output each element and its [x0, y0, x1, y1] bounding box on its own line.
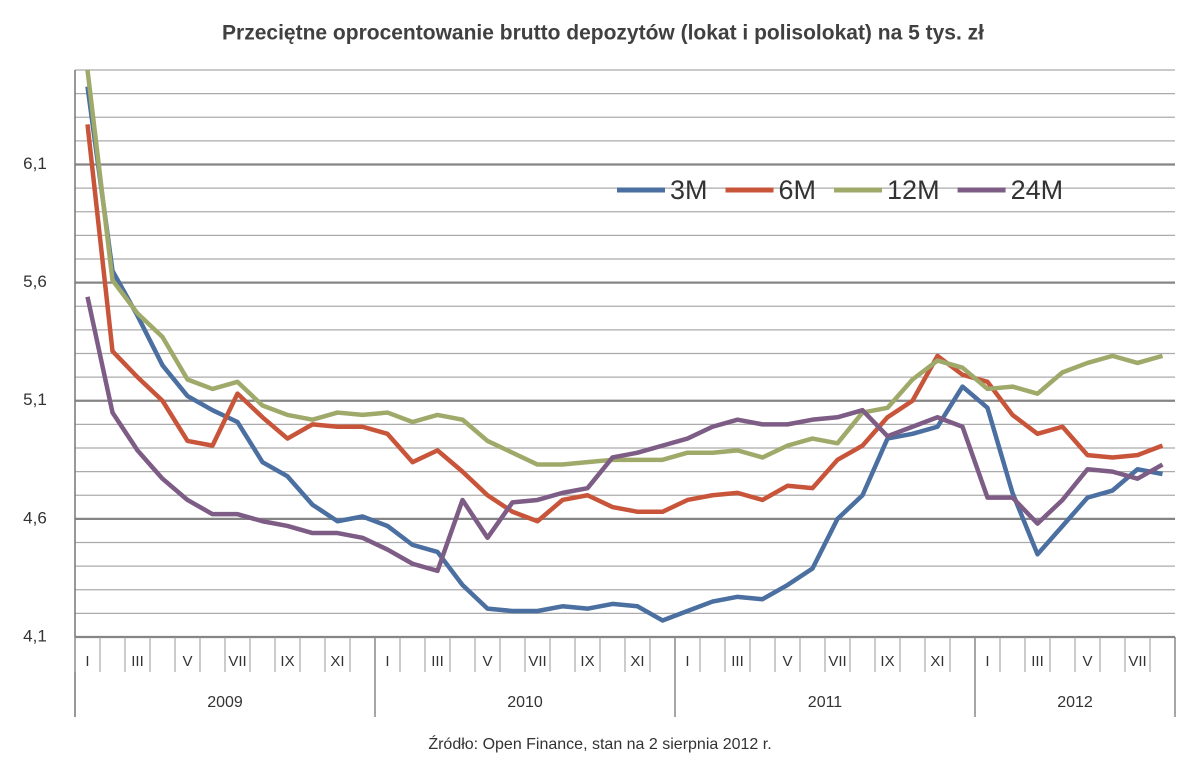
x-tick-label: III — [131, 653, 144, 670]
x-tick-label: III — [431, 653, 444, 670]
x-tick-label: I — [385, 653, 389, 670]
x-tick-label: VII — [1128, 653, 1146, 670]
y-tick-label: 5,6 — [23, 272, 47, 291]
x-tick-label: III — [1031, 653, 1044, 670]
x-tick-label: V — [782, 653, 792, 670]
x-tick-label: IX — [880, 653, 894, 670]
x-tick-label: XI — [930, 653, 944, 670]
x-tick-label: VII — [528, 653, 546, 670]
x-tick-label: III — [731, 653, 744, 670]
legend-label: 3M — [670, 175, 708, 205]
x-tick-label: XI — [630, 653, 644, 670]
x-tick-label: V — [1082, 653, 1092, 670]
x-tick-label: XI — [330, 653, 344, 670]
x-tick-label: V — [482, 653, 492, 670]
source-note: Źródło: Open Finance, stan na 2 sierpnia… — [428, 734, 771, 753]
x-tick-label: I — [685, 653, 689, 670]
legend-label: 12M — [887, 175, 940, 205]
x-tick-label: IX — [280, 653, 294, 670]
year-label: 2011 — [808, 694, 843, 711]
legend-label: 6M — [779, 175, 817, 205]
series-line — [85, 86, 1163, 623]
y-tick-label: 6,1 — [23, 154, 47, 173]
x-tick-label: I — [85, 653, 89, 670]
series-line — [85, 296, 1164, 574]
series-line — [85, 124, 1164, 524]
x-tick-label: I — [985, 653, 989, 670]
x-tick-label: VII — [828, 653, 846, 670]
series-line — [85, 69, 1164, 467]
chart-title: Przeciętne oprocentowanie brutto depozyt… — [222, 22, 984, 45]
legend-label: 24M — [1011, 175, 1064, 205]
year-label: 2010 — [507, 694, 543, 711]
y-tick-label: 4,6 — [23, 508, 47, 527]
year-label: 2012 — [1057, 694, 1093, 711]
x-tick-label: IX — [580, 653, 594, 670]
y-tick-label: 5,1 — [23, 390, 47, 409]
y-tick-label: 4,1 — [23, 626, 47, 645]
x-tick-label: V — [182, 653, 192, 670]
year-label: 2009 — [207, 694, 243, 711]
x-tick-label: VII — [228, 653, 246, 670]
